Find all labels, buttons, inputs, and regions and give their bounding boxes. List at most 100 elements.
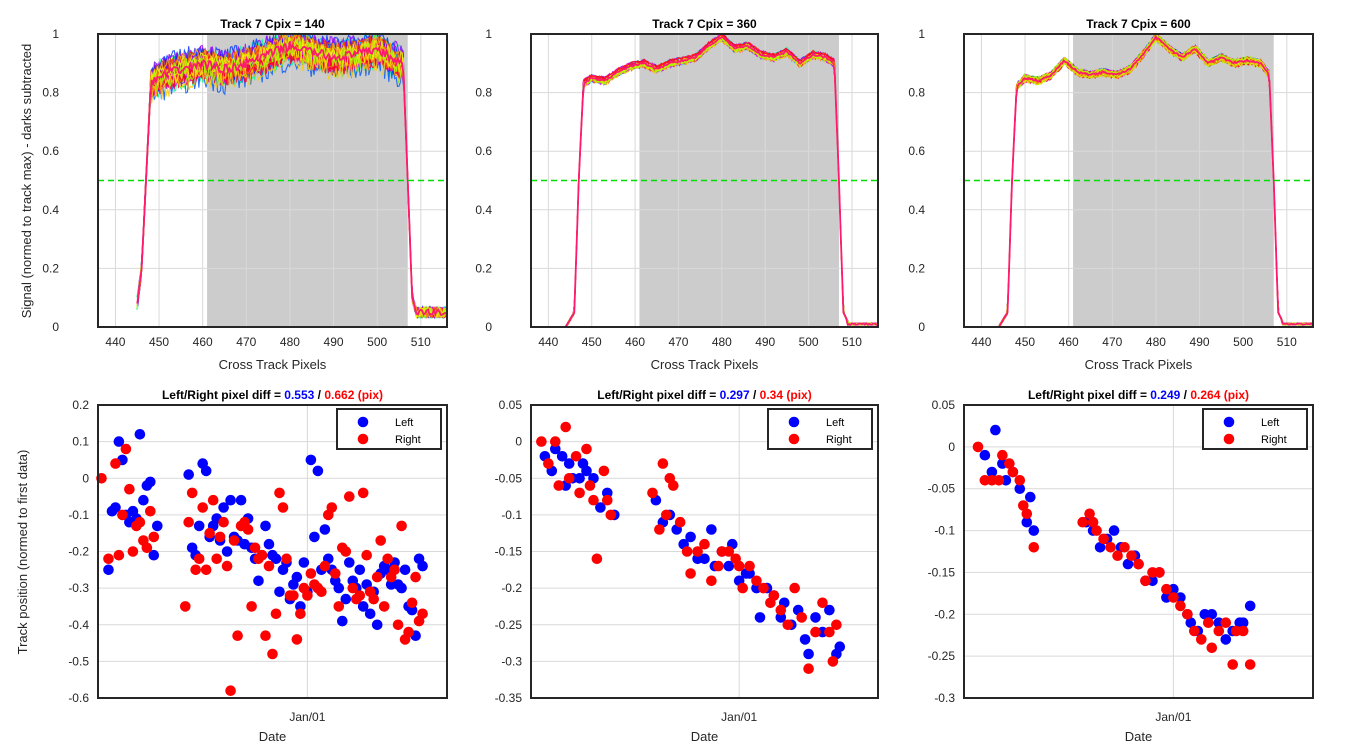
left-point [1244, 600, 1256, 612]
right-point [647, 487, 658, 499]
right-point [295, 608, 306, 620]
right-point [148, 531, 160, 543]
right-point [1112, 550, 1123, 561]
right-point [288, 590, 299, 601]
y-tick-label: 0.05 [932, 398, 956, 412]
left-point [1185, 617, 1197, 628]
left-point [357, 601, 369, 612]
right-point [817, 597, 828, 609]
legend-right-marker [788, 433, 800, 445]
right-point [1220, 617, 1232, 628]
right-point [602, 494, 613, 506]
right-point [744, 560, 755, 572]
title-separator: / [1180, 388, 1190, 402]
right-point [228, 535, 240, 546]
right-point [1140, 575, 1151, 587]
x-tick-label: 460 [1059, 335, 1079, 349]
title-prefix: Left/Right pixel diff = [1028, 388, 1150, 402]
right-point [316, 586, 327, 598]
right-point [553, 480, 565, 491]
right-point [758, 582, 769, 594]
right-point [382, 553, 394, 565]
y-tick-label: 0.2 [908, 261, 925, 275]
axes-box [530, 33, 879, 328]
left-point [723, 560, 735, 572]
left-point [754, 612, 766, 623]
right-point [789, 582, 800, 594]
right-point [180, 601, 191, 612]
y-tick-label: 0 [515, 435, 522, 449]
y-tick-label: 0 [52, 320, 59, 334]
right-point [1196, 634, 1207, 645]
right-point [302, 590, 313, 601]
right-point [340, 546, 352, 557]
right-point [824, 626, 835, 638]
right-point [375, 535, 387, 546]
right-diff-value: 0.34 (pix) [760, 388, 812, 402]
right-point [1098, 533, 1109, 545]
left-point [1014, 483, 1026, 495]
right-point [699, 538, 710, 550]
x-tick-label: 480 [280, 335, 300, 349]
right-point [1077, 516, 1088, 528]
right-point [605, 509, 617, 521]
left-point [563, 458, 575, 469]
right-point [831, 619, 842, 631]
right-point [997, 449, 1008, 461]
left-point [312, 465, 324, 477]
right-point [1244, 659, 1256, 670]
legend-left-marker [788, 416, 800, 428]
right-point [733, 560, 745, 572]
y-tick-label: -0.25 [928, 649, 956, 663]
left-point [145, 476, 156, 488]
right-point [796, 612, 807, 623]
left-point [305, 454, 317, 466]
left-point [775, 612, 787, 623]
y-tick-label: 0.4 [42, 203, 59, 217]
axes-box [97, 404, 448, 699]
axes-box [963, 33, 1314, 328]
y-tick-label: -0.3 [934, 691, 955, 705]
left-point [298, 557, 310, 568]
right-point [1018, 500, 1029, 511]
right-point [354, 590, 366, 601]
right-point [1004, 458, 1015, 469]
left-point [1206, 609, 1218, 620]
right-point [751, 575, 762, 587]
right-point [200, 564, 212, 576]
right-point [1087, 516, 1099, 528]
right-point [291, 634, 303, 645]
y-tick-label: 0.8 [908, 86, 925, 100]
right-point [197, 502, 208, 513]
right-point [221, 560, 233, 572]
right-point [782, 619, 794, 631]
right-point [357, 487, 369, 499]
legend-left-marker [1223, 416, 1235, 428]
right-point [256, 549, 268, 561]
right-point [242, 524, 254, 535]
right-point [270, 608, 282, 620]
scatter-panel-1: -0.6 -0.5 -0.4 -0.3 -0.2 -0.1 0 0.1 0.2 Jan/01 Lef… [68, 388, 448, 744]
legend-box [336, 408, 442, 450]
right-point [574, 487, 585, 499]
x-axis-label: Cross Track Pixels [651, 357, 759, 372]
line-panel-1: 440 450 460 470 480 490 500 510 0 0.2 0.4 0.6 0.8 1 Tr… [42, 17, 448, 372]
x-tick-label: 480 [712, 335, 732, 349]
line-panel-3: 440 450 460 470 480 490 500 510 0 0.2 0.4 0.6 0.8 1 Tr… [908, 17, 1314, 372]
right-point [361, 549, 373, 561]
panel-title: Track 7 Cpix = 600 [1086, 17, 1191, 31]
right-point [1028, 542, 1040, 553]
right-point [1084, 508, 1095, 520]
y-tick-label: 0.05 [499, 398, 523, 412]
right-point [403, 626, 414, 638]
right-point [389, 564, 400, 576]
left-point [110, 502, 121, 513]
left-point [221, 546, 233, 557]
left-point [550, 443, 561, 455]
right-point [392, 619, 404, 631]
x-tick-label: 470 [1102, 335, 1122, 349]
left-point [1108, 525, 1120, 536]
right-point [305, 568, 317, 579]
right-point [803, 663, 814, 674]
y-tick-label: 0.4 [475, 203, 492, 217]
